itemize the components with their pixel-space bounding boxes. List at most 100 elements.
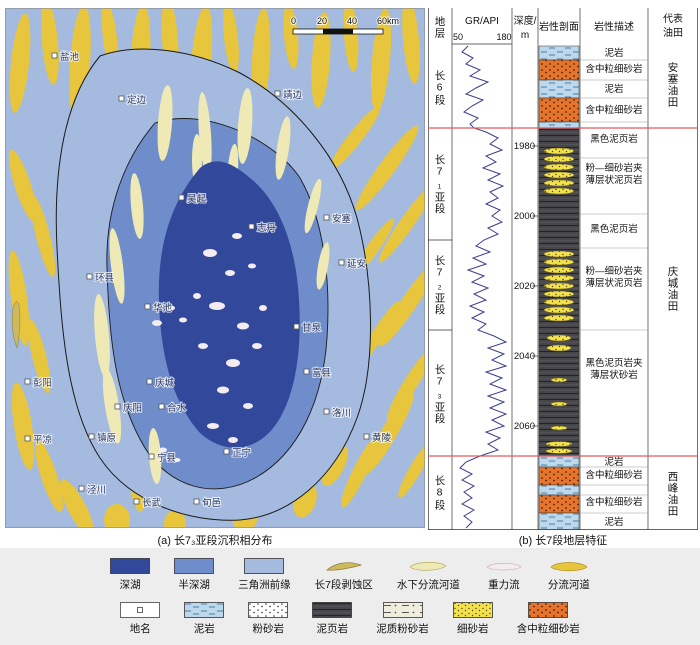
legend: 深湖 半深湖 三角洲前缘 长7段剥蚀区 水下分流河道 重力流: [0, 548, 700, 645]
place-marker: [24, 378, 31, 385]
depth-unit: m: [521, 30, 529, 41]
column-separators: [428, 8, 698, 530]
place-name: 合水: [167, 402, 187, 414]
map-place: 洛川: [323, 406, 352, 420]
legend-medium-sandstone: 含中粒细砂岩: [517, 601, 580, 636]
place-marker: [323, 214, 330, 221]
map-place: 安塞: [323, 212, 353, 226]
map-place: 延安: [338, 257, 367, 271]
mudstone-swatch: [184, 601, 225, 618]
gr-log-curve: [459, 45, 508, 529]
map-border: [5, 8, 425, 528]
lith-desc: 粉—细砂岩夹薄层状泥页岩: [585, 163, 643, 187]
lith-desc: 粉—细砂岩夹薄层状泥页岩: [585, 266, 643, 290]
lithology-column: [538, 45, 580, 530]
map-place: 定边: [118, 93, 148, 107]
oilfield-header-2: 油田: [663, 26, 683, 39]
caption-b: (b) 长7段地层特征: [518, 535, 608, 547]
map-place: 正宁: [223, 446, 252, 460]
place-name: 庆阳: [123, 402, 142, 414]
shale-swatch: [312, 601, 353, 618]
place-marker: [88, 433, 95, 440]
map-place: 富县: [303, 366, 332, 380]
oilfield-xifeng: 西峰油田: [666, 471, 679, 517]
place-marker: [78, 485, 85, 492]
place-name: 长武: [142, 497, 162, 509]
place-name: 镇原: [97, 432, 116, 444]
description-separators: [580, 59, 648, 514]
legend-row-1: 深湖 半深湖 三角洲前缘 长7段剥蚀区 水下分流河道 重力流: [0, 557, 700, 592]
erosion-swatch: [325, 561, 362, 571]
map-place: 盐池: [51, 50, 81, 64]
lith-desc: 泥岩: [604, 457, 624, 468]
deep-lake-region: [158, 161, 300, 448]
lith-desc: 泥岩: [604, 48, 624, 59]
depth-header: 深度/: [514, 14, 537, 27]
description-header: 岩性描述: [594, 20, 634, 33]
legend-mudstone: 泥岩: [184, 601, 225, 636]
place-name: 平凉: [33, 434, 52, 446]
legend-erosion-area: 长7段剥蚀区: [315, 558, 373, 592]
place-marker: [248, 223, 255, 230]
member-boundary-lines: [428, 127, 698, 457]
erosion-area: [11, 301, 21, 349]
subaqueous-channels: [94, 85, 330, 484]
argillaceous-siltstone-swatch: [382, 601, 423, 618]
place-marker: [274, 90, 281, 97]
semi-deep-lake-swatch: [174, 557, 214, 574]
place-name: 华池: [153, 302, 173, 314]
map-place: 庆城: [146, 376, 176, 390]
lith-desc: 含中粒细砂岩: [585, 64, 643, 75]
place-name: 富县: [312, 367, 331, 379]
legend-gravity-flow: 重力流: [484, 558, 524, 592]
depth-2020: 2020: [514, 281, 535, 292]
place-marker: [323, 408, 330, 415]
oilfield-header-1: 代表: [663, 12, 683, 25]
place-name: 甘泉: [302, 322, 322, 334]
place-marker: [146, 378, 153, 385]
map-place: 吴起: [178, 193, 208, 206]
map-svg: 0 20 40 60km 盐池 定边 靖边 吴起 志丹 安塞 延安 环县 华池 …: [5, 0, 439, 538]
distributary-channel-swatch: [550, 561, 588, 571]
place-name: 延安: [347, 258, 366, 270]
gravity-flow-swatch: [486, 562, 522, 570]
gr-max: 180: [496, 32, 511, 42]
lith-desc: 含中粒细砂岩: [585, 497, 643, 508]
stratum-chang6: 长6段: [433, 70, 446, 106]
map-place: 平凉: [24, 433, 53, 447]
delta-front-swatch: [244, 557, 285, 574]
map-place: 旬邑: [193, 496, 222, 510]
place-name: 盐池: [60, 51, 80, 63]
place-marker: [293, 323, 300, 330]
legend-deep-lake: 深湖: [110, 557, 150, 592]
map-place: 泾川: [78, 483, 107, 497]
place-marker: [193, 498, 200, 505]
place-name: 庆城: [155, 377, 175, 389]
lith-desc: 含中粒细砂岩: [585, 470, 643, 481]
scale-bar: 0 20 40 60km: [290, 15, 400, 35]
place-marker: [24, 435, 31, 442]
legend-distributary-channel: 分流河道: [548, 558, 590, 592]
oilfield-ansai: 安塞油田: [666, 62, 679, 108]
place-marker-icon: [137, 606, 144, 613]
lith-desc: 黑色泥页岩: [590, 134, 638, 145]
place-name: 志丹: [257, 222, 276, 234]
legend-place-name: 地名: [120, 601, 161, 636]
place-name: 吴起: [187, 194, 207, 205]
place-marker: [158, 403, 165, 410]
lith-desc: 泥岩: [604, 84, 624, 95]
depth-1980: 1980: [514, 141, 535, 152]
place-name: 洛川: [332, 407, 351, 419]
lith-desc: 含中粒细砂岩: [585, 105, 643, 116]
place-name: 定边: [127, 94, 147, 106]
place-marker: [118, 95, 125, 102]
legend-fine-sandstone: 细砂岩: [452, 601, 493, 636]
fine-sandstone-swatch: [452, 601, 493, 618]
medium-sandstone-swatch: [528, 601, 569, 618]
map-place: 环县: [86, 272, 115, 285]
caption-a: (a) 长7₃亚段沉积相分布: [157, 535, 273, 547]
scale-40: 40: [347, 16, 357, 26]
strat-column-panel: GR/API 50 180 深度/ m 岩性剖面 岩性描述 代表 油田 1980…: [428, 8, 698, 530]
place-labels: 盐池 定边 靖边 吴起 志丹 安塞 延安 环县 华池 甘泉 庆城 富县 彭阳 庆…: [24, 50, 393, 510]
